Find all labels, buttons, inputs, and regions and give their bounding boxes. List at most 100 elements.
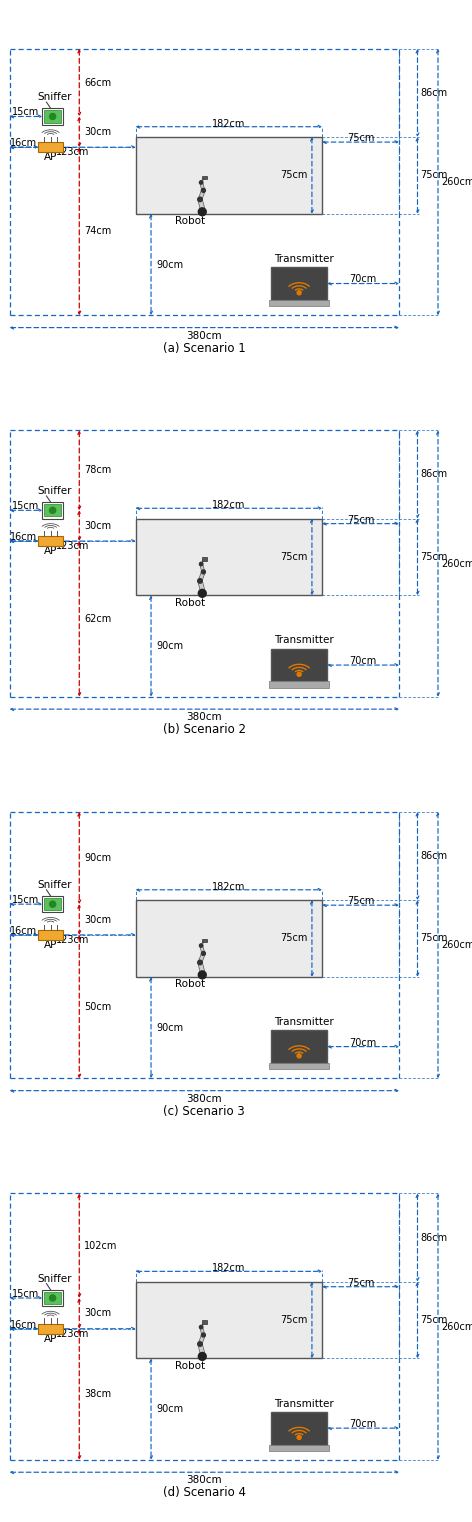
Text: 15cm: 15cm xyxy=(12,501,40,511)
Text: 182cm: 182cm xyxy=(212,501,245,510)
Text: 15cm: 15cm xyxy=(12,1289,40,1298)
Text: 90cm: 90cm xyxy=(156,1405,183,1414)
Text: 86cm: 86cm xyxy=(421,1233,448,1242)
Bar xyxy=(269,682,329,688)
Text: 75cm: 75cm xyxy=(280,1315,308,1326)
Text: 260cm: 260cm xyxy=(441,559,472,569)
Text: 75cm: 75cm xyxy=(421,1315,448,1326)
Circle shape xyxy=(50,1295,56,1301)
Text: 123cm: 123cm xyxy=(56,935,89,945)
Circle shape xyxy=(297,1053,301,1058)
Circle shape xyxy=(200,944,203,947)
Text: Transmitter: Transmitter xyxy=(274,636,334,645)
Circle shape xyxy=(202,1333,205,1336)
Text: 30cm: 30cm xyxy=(84,1309,111,1318)
Text: 123cm: 123cm xyxy=(56,542,89,551)
Circle shape xyxy=(50,114,56,120)
Text: 75cm: 75cm xyxy=(421,170,448,181)
Text: 75cm: 75cm xyxy=(347,896,374,906)
Text: 75cm: 75cm xyxy=(347,514,374,525)
Bar xyxy=(271,648,327,682)
Bar xyxy=(271,1030,327,1062)
Text: 38cm: 38cm xyxy=(84,1390,111,1399)
Bar xyxy=(135,519,322,595)
Text: 75cm: 75cm xyxy=(421,933,448,944)
Bar xyxy=(271,1412,327,1444)
Text: 15cm: 15cm xyxy=(12,108,40,117)
Bar xyxy=(44,1292,61,1304)
Circle shape xyxy=(50,507,56,513)
Bar xyxy=(202,1321,207,1324)
Text: 380cm: 380cm xyxy=(186,712,222,723)
Circle shape xyxy=(198,960,202,965)
Text: Sniffer: Sniffer xyxy=(37,1274,72,1283)
Circle shape xyxy=(202,569,205,574)
Bar xyxy=(269,1062,329,1068)
Text: 123cm: 123cm xyxy=(56,148,89,157)
Text: 86cm: 86cm xyxy=(421,469,448,479)
Text: 182cm: 182cm xyxy=(212,1263,245,1274)
Text: Robot: Robot xyxy=(175,979,205,989)
Text: 78cm: 78cm xyxy=(84,466,112,475)
Text: 75cm: 75cm xyxy=(280,552,308,562)
Text: Sniffer: Sniffer xyxy=(37,880,72,890)
Bar xyxy=(202,939,207,942)
Text: 30cm: 30cm xyxy=(84,521,111,531)
Text: 30cm: 30cm xyxy=(84,915,111,924)
Text: 75cm: 75cm xyxy=(347,1277,374,1288)
Circle shape xyxy=(202,951,205,956)
Circle shape xyxy=(198,578,202,583)
Text: 74cm: 74cm xyxy=(84,227,112,236)
Bar xyxy=(42,108,63,125)
Text: 75cm: 75cm xyxy=(280,170,308,181)
Text: 50cm: 50cm xyxy=(84,1001,112,1012)
Text: AP: AP xyxy=(44,152,57,163)
Text: 15cm: 15cm xyxy=(12,895,40,906)
Text: 16cm: 16cm xyxy=(10,1320,37,1330)
Text: 66cm: 66cm xyxy=(84,78,111,88)
Text: AP: AP xyxy=(44,941,57,950)
Bar xyxy=(38,1324,63,1333)
Bar xyxy=(135,1282,322,1359)
Bar xyxy=(44,898,61,910)
Text: 182cm: 182cm xyxy=(212,881,245,892)
Text: 75cm: 75cm xyxy=(347,132,374,143)
Text: Sniffer: Sniffer xyxy=(37,486,72,496)
Text: 86cm: 86cm xyxy=(421,851,448,861)
Text: (c) Scenario 3: (c) Scenario 3 xyxy=(163,1105,245,1117)
Text: 16cm: 16cm xyxy=(10,533,37,542)
Text: 182cm: 182cm xyxy=(212,119,245,129)
Circle shape xyxy=(198,198,202,201)
Circle shape xyxy=(198,971,206,979)
Text: 380cm: 380cm xyxy=(186,1094,222,1103)
Text: Robot: Robot xyxy=(175,216,205,225)
Bar xyxy=(42,896,63,912)
Circle shape xyxy=(200,181,203,184)
Text: 90cm: 90cm xyxy=(156,1023,183,1032)
Bar xyxy=(42,502,63,519)
Bar xyxy=(202,557,207,560)
Text: 30cm: 30cm xyxy=(84,126,111,137)
Text: 70cm: 70cm xyxy=(350,274,377,285)
Text: 86cm: 86cm xyxy=(421,88,448,97)
Text: 70cm: 70cm xyxy=(350,1419,377,1429)
Text: Sniffer: Sniffer xyxy=(37,93,72,102)
Circle shape xyxy=(200,562,203,566)
Bar xyxy=(38,536,63,546)
Circle shape xyxy=(202,189,205,192)
Circle shape xyxy=(297,291,301,295)
Text: 16cm: 16cm xyxy=(10,925,37,936)
Bar xyxy=(271,268,327,300)
Text: 380cm: 380cm xyxy=(186,330,222,341)
Circle shape xyxy=(50,901,56,907)
Bar xyxy=(135,137,322,213)
Circle shape xyxy=(198,1342,202,1347)
Circle shape xyxy=(198,1353,206,1361)
Text: (b) Scenario 2: (b) Scenario 2 xyxy=(163,723,246,737)
Text: 16cm: 16cm xyxy=(10,139,37,148)
Bar xyxy=(269,1444,329,1450)
Text: 380cm: 380cm xyxy=(186,1475,222,1485)
Text: (a) Scenario 1: (a) Scenario 1 xyxy=(163,341,246,355)
Bar xyxy=(38,142,63,152)
Text: 70cm: 70cm xyxy=(350,1038,377,1047)
